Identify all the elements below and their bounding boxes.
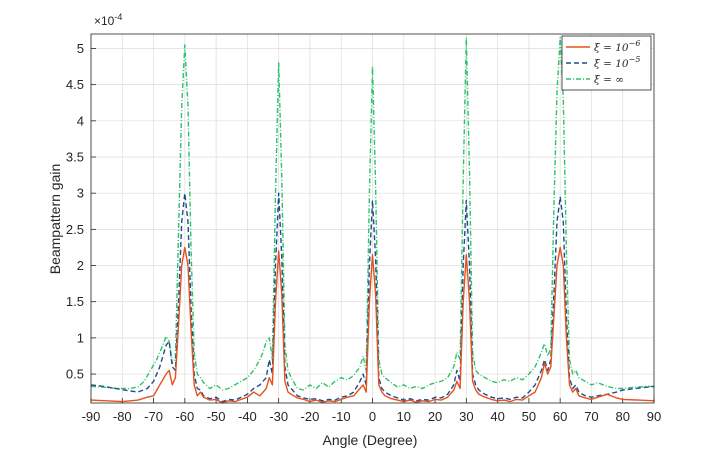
series-line-1	[90, 192, 655, 403]
y-multiplier-label: ×10-4	[94, 12, 122, 28]
y-tick-label: 2.5	[66, 222, 84, 237]
x-tick-label: 40	[490, 409, 504, 424]
x-tick-label: 10	[397, 409, 411, 424]
x-tick-label: -80	[113, 409, 132, 424]
y-tick-label: 1.5	[66, 294, 84, 309]
y-tick-label: 0.5	[66, 367, 84, 382]
x-tick-label: -10	[332, 409, 351, 424]
y-tick-label: 1	[77, 330, 84, 345]
grid-layer	[90, 34, 655, 403]
x-tick-label: -90	[82, 409, 101, 424]
series-layer	[90, 36, 655, 404]
x-tick-labels: -90 -80 -70 -60 -50 -40 -30 -20 -10 0 10 20 30 40 50 60…	[82, 409, 662, 424]
legend-label-1: ξ = 10−5	[594, 55, 640, 70]
x-tick-label: -70	[144, 409, 163, 424]
y-tick-label: 3	[77, 186, 84, 201]
x-tick-label: 50	[522, 409, 536, 424]
legend-label-0: ξ = 10−6	[594, 39, 640, 54]
x-tick-label: 20	[428, 409, 442, 424]
x-tick-label: -20	[301, 409, 320, 424]
x-tick-label: -50	[207, 409, 226, 424]
x-tick-label: 90	[647, 409, 661, 424]
y-tick-label: 3.5	[66, 150, 84, 165]
x-tick-label: 30	[459, 409, 473, 424]
plot-frame	[90, 33, 655, 404]
x-tick-label: 80	[615, 409, 629, 424]
x-axis-label: Angle (Degree)	[323, 432, 418, 448]
x-tick-label: -30	[269, 409, 288, 424]
y-tick-label: 4.5	[66, 77, 84, 92]
y-tick-label: 5	[77, 41, 84, 56]
x-tick-label: -40	[238, 409, 257, 424]
series-line-2	[90, 36, 654, 391]
y-tick-label: 4	[77, 113, 84, 128]
series-line-0	[90, 246, 655, 404]
x-tick-label: 0	[369, 409, 376, 424]
x-tick-label: -60	[175, 409, 194, 424]
y-axis-label: Beampattern gain	[47, 164, 63, 275]
y-tick-label: 2	[77, 258, 84, 273]
x-tick-label: 60	[553, 409, 567, 424]
legend: ξ = 10−6ξ = 10−5 ξ = ∞	[561, 35, 652, 91]
x-tick-label: 70	[584, 409, 598, 424]
y-tick-labels: 0.5 1 1.5 2 2.5 3 3.5 4 4.5 5	[66, 41, 84, 382]
legend-label-2: ξ = ∞	[594, 74, 624, 86]
